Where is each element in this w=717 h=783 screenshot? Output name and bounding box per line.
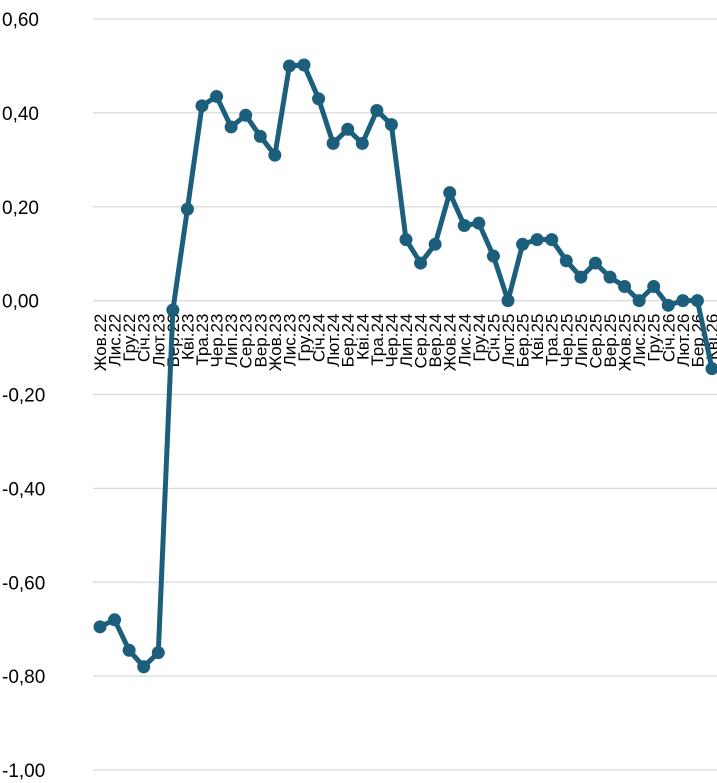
x-tick-label: Гру.22 (120, 314, 139, 362)
x-tick-label: Тра.24 (368, 314, 387, 366)
x-tick-label: Бер.24 (339, 314, 358, 368)
x-tick-label: Сер.25 (586, 314, 605, 369)
data-point (253, 129, 267, 143)
data-point (370, 104, 384, 118)
x-tick-label: Жов.22 (91, 314, 110, 372)
data-point (676, 294, 690, 308)
y-tick-label: 0,40 (2, 104, 39, 125)
x-axis-tick-labels: Жов.22Лис.22Гру.22Січ.23Лют.23Бер.23Кві.… (91, 314, 717, 372)
data-point (443, 186, 457, 200)
y-tick-label: 0,20 (2, 198, 39, 219)
data-point (632, 294, 646, 308)
data-point (530, 233, 544, 247)
data-point (516, 237, 530, 251)
gridlines (93, 18, 717, 771)
data-point (166, 303, 180, 317)
x-tick-label: Тра.23 (193, 314, 212, 366)
x-tick-label: Вер.23 (251, 314, 270, 368)
y-tick-label: 0,00 (2, 292, 39, 313)
y-tick-label: -1,00 (2, 761, 45, 782)
x-tick-label: Кві.23 (178, 314, 197, 360)
x-tick-label: Чер.23 (208, 314, 227, 368)
data-point (574, 270, 588, 284)
data-point (93, 620, 107, 634)
data-point (384, 118, 398, 132)
data-point (210, 89, 224, 103)
x-tick-label: Гру.23 (295, 314, 314, 362)
x-tick-label: Лип.23 (222, 314, 241, 368)
x-tick-label: Лис.25 (630, 314, 649, 367)
data-point (151, 646, 165, 660)
data-point (690, 294, 704, 308)
x-tick-label: Бер.25 (514, 314, 533, 368)
data-point (603, 270, 617, 284)
x-tick-label: Лис.22 (106, 314, 125, 367)
data-point (486, 249, 500, 263)
x-tick-label: Січ.24 (310, 314, 329, 363)
x-tick-label: Лип.25 (572, 314, 591, 368)
x-tick-label: Лют.26 (674, 314, 693, 367)
data-point (588, 256, 602, 270)
data-point (414, 256, 428, 270)
x-tick-label: Жов.23 (266, 314, 285, 372)
y-tick-label: -0,60 (2, 573, 45, 594)
data-point (268, 148, 282, 162)
x-tick-label: Жов.24 (441, 314, 460, 372)
data-point (559, 254, 573, 268)
x-tick-label: Лют.23 (149, 314, 168, 367)
x-tick-label: Сер.23 (237, 314, 256, 369)
data-point (705, 362, 717, 376)
data-point (647, 280, 661, 294)
data-point (545, 233, 559, 247)
x-tick-label: Вер.25 (601, 314, 620, 368)
x-tick-label: Сер.24 (412, 314, 431, 369)
x-tick-label: Тра.25 (543, 314, 562, 366)
x-tick-label: Жов.25 (616, 314, 635, 372)
x-tick-label: Лис.24 (455, 314, 474, 367)
x-tick-label: Чер.25 (557, 314, 576, 368)
data-point (661, 298, 675, 312)
data-point (457, 219, 471, 233)
data-point (312, 92, 326, 106)
data-point (618, 280, 632, 294)
data-point (122, 643, 136, 657)
data-point (326, 136, 340, 150)
x-tick-label: Вер.24 (426, 314, 445, 368)
series-points (93, 58, 717, 674)
data-point (297, 58, 311, 72)
data-point (195, 99, 209, 113)
data-point (282, 59, 296, 73)
x-tick-label: Чер.24 (382, 314, 401, 368)
data-point (399, 233, 413, 247)
x-tick-label: Січ.23 (135, 314, 154, 363)
x-tick-label: Лис.23 (280, 314, 299, 367)
data-point (224, 120, 238, 134)
y-tick-label: -0,80 (2, 667, 45, 688)
y-axis-tick-labels: -1,00 -0,80 -0,60 -0,40 -0,20 0,00 0,20 0,40 0,6… (2, 10, 45, 782)
data-point (180, 202, 194, 216)
x-tick-label: Гру.24 (470, 314, 489, 362)
y-tick-label: -0,20 (2, 386, 45, 407)
x-tick-label: Гру.25 (645, 314, 664, 362)
x-tick-label: Лют.25 (499, 314, 518, 367)
data-point (108, 613, 122, 627)
data-point (341, 122, 355, 136)
data-point (472, 216, 486, 230)
y-tick-label: 0,60 (2, 10, 39, 31)
x-tick-label: Лют.24 (324, 314, 343, 367)
data-point (501, 294, 515, 308)
x-tick-label: Кві.24 (353, 314, 372, 360)
data-point (355, 136, 369, 150)
x-tick-label: Січ.25 (484, 314, 503, 363)
x-tick-label: Лип.24 (397, 314, 416, 368)
x-tick-label: Січ.26 (659, 314, 678, 363)
y-tick-label: -0,40 (2, 479, 45, 500)
x-tick-label: Кві.25 (528, 314, 547, 360)
data-point (239, 108, 253, 122)
data-point (137, 660, 151, 674)
data-point (428, 237, 442, 251)
